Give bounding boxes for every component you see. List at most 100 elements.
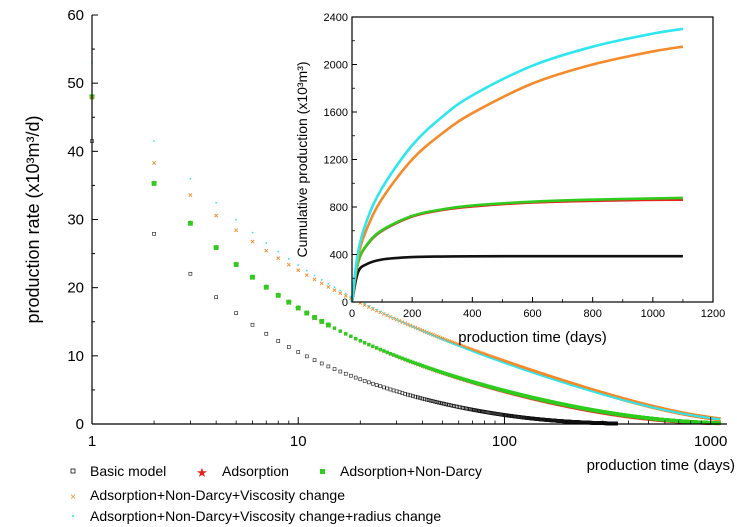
viscosity-point [319, 281, 324, 286]
nondarcy-point [187, 220, 193, 226]
basic-point [371, 381, 375, 386]
radius-point [425, 332, 428, 334]
series-nondarcy [89, 94, 721, 425]
basic-point [438, 401, 443, 405]
radius-point [189, 177, 192, 180]
basic-point [332, 367, 337, 371]
nondarcy-point [391, 353, 396, 357]
nondarcy-point [403, 357, 407, 362]
nondarcy-point [286, 299, 292, 305]
nondarcy-point [349, 334, 353, 338]
viscosity-point [152, 160, 156, 165]
legend-label-radius: Adsorption+Non-Darcy+Viscosity change+ra… [90, 508, 441, 524]
basic-point [343, 371, 348, 376]
nondarcy-point [429, 366, 433, 371]
radius-point [443, 339, 446, 342]
radius-point [375, 308, 378, 311]
basic-point [429, 398, 433, 403]
inset-line-viscosity [350, 45, 684, 303]
nondarcy-point [394, 354, 399, 358]
nondarcy-point [400, 356, 405, 361]
nondarcy-point [385, 350, 389, 354]
legend-entry-nondarcy: Adsorption+Non-Darcy [320, 463, 482, 479]
nondarcy-point [250, 274, 255, 280]
radius-point [427, 332, 430, 335]
inset-x-axis-label: production time (days) [458, 329, 606, 346]
main-x-tick-label: 1 [88, 433, 96, 450]
basic-point [394, 389, 399, 394]
basic-point [418, 396, 422, 400]
basic-point [353, 375, 358, 380]
radius-point [450, 342, 452, 344]
radius-point [416, 328, 419, 330]
nondarcy-point [406, 358, 410, 363]
radius-point [462, 346, 464, 349]
radius-point [313, 274, 316, 277]
radius-point [215, 201, 218, 204]
basic-point [367, 380, 371, 385]
nondarcy-point [431, 367, 435, 372]
radius-point [401, 321, 404, 324]
legend-marker-radius [72, 515, 74, 517]
nondarcy-point [295, 305, 301, 311]
legend-marker-nondarcy [320, 469, 325, 474]
viscosity-point [296, 268, 301, 273]
basic-point [296, 350, 301, 354]
nondarcy-point [344, 332, 348, 336]
main-y-tick-label: 20 [67, 280, 84, 297]
main-x-tick-label: 10 [290, 433, 307, 450]
radius-point [464, 347, 467, 350]
main-y-tick-label: 30 [67, 212, 84, 229]
main-y-tick-label: 50 [67, 75, 84, 92]
radius-point [379, 310, 382, 313]
nondarcy-point [438, 370, 443, 374]
viscosity-point [188, 193, 193, 198]
radius-point [456, 344, 459, 347]
legend-entry-viscosity: × Adsorption+Non-Darcy+Viscosity change [70, 487, 345, 503]
basic-point [424, 397, 429, 402]
radius-point [392, 317, 395, 319]
basic-point [214, 295, 218, 300]
viscosity-point [276, 256, 281, 261]
radius-point [446, 340, 449, 343]
radius-point [409, 324, 412, 327]
nondarcy-point [717, 421, 721, 425]
radius-point [437, 337, 440, 339]
basic-point [378, 384, 383, 389]
radius-point [305, 269, 308, 272]
nondarcy-point [422, 364, 427, 369]
legend-label-adsorption: Adsorption [222, 463, 289, 479]
inset-y-axis-label: Cumulative production (x10³m³) [294, 61, 310, 257]
basic-point [374, 383, 379, 387]
nondarcy-point [338, 329, 343, 333]
radius-point [421, 330, 424, 332]
basic-point [362, 379, 367, 383]
nondarcy-point [442, 371, 446, 375]
inset-line-radius [350, 27, 684, 303]
viscosity-point [234, 228, 239, 233]
nondarcy-point [332, 326, 337, 330]
inset-y-tick-label: 800 [330, 202, 348, 214]
radius-point [382, 312, 385, 315]
nondarcy-point [437, 369, 441, 373]
inset-line-nondarcy [350, 196, 683, 303]
basic-point [319, 361, 324, 366]
inset-y-tick-label: 1600 [324, 107, 348, 119]
radius-point [320, 278, 323, 281]
nondarcy-point [420, 363, 425, 368]
basic-point [422, 397, 427, 401]
radius-point [251, 231, 254, 234]
series-basic [90, 139, 618, 426]
legend: Basic model ★ Adsorption Adsorption+Non-… [70, 463, 482, 524]
radius-point [344, 292, 347, 295]
nondarcy-point [427, 366, 431, 370]
nondarcy-point [325, 322, 331, 328]
main-y-axis-label: production rate (x10³m³/d) [23, 115, 43, 323]
viscosity-point [264, 248, 269, 253]
radius-point [371, 306, 374, 309]
basic-point [250, 322, 255, 327]
inset-x-tick-label: 1200 [701, 308, 725, 320]
